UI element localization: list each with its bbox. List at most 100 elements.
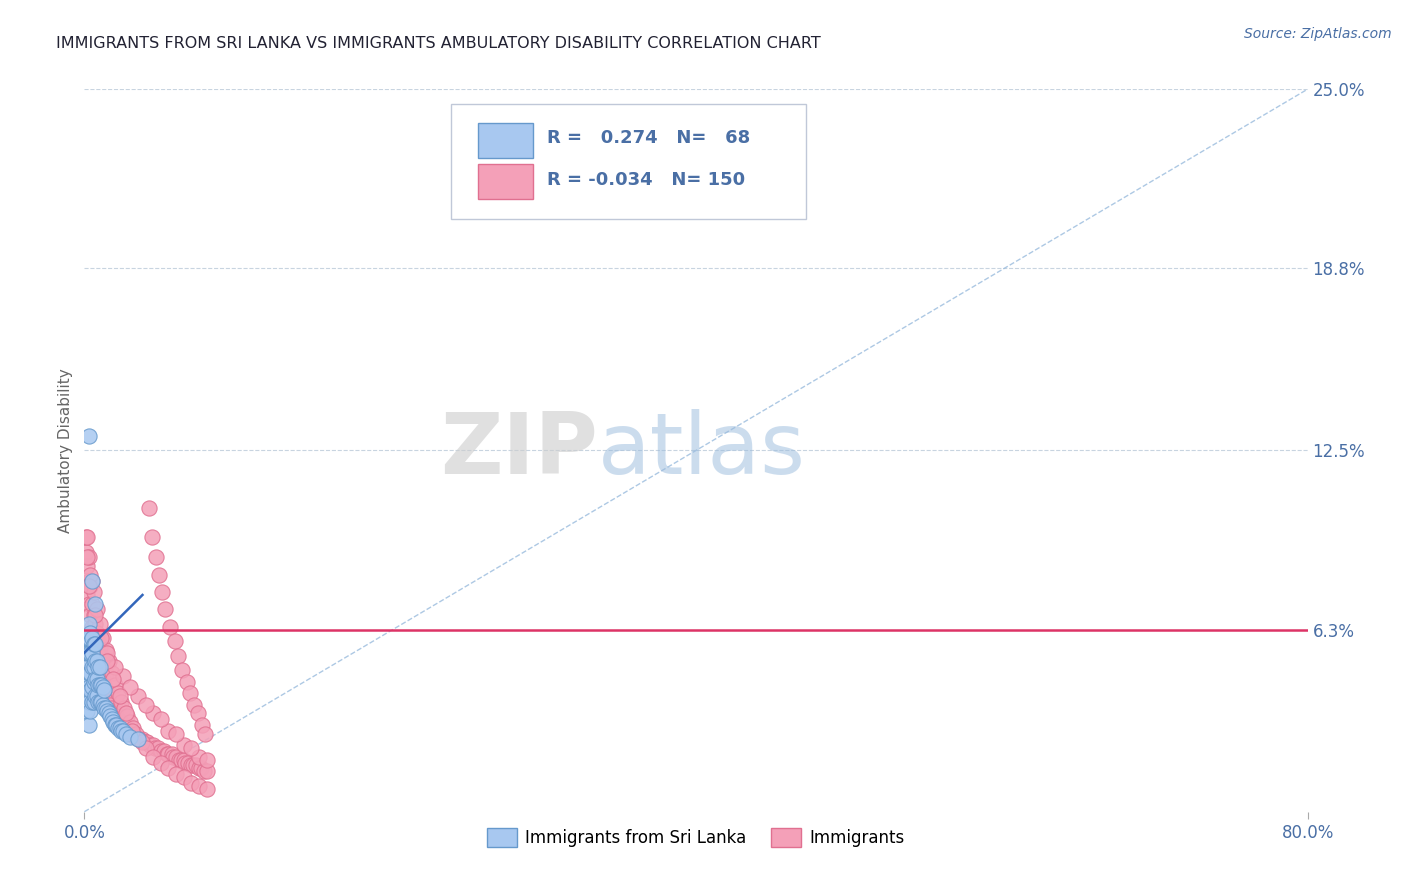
Point <box>128 732 150 747</box>
Point <box>103 704 125 718</box>
Point <box>157 723 180 738</box>
Point <box>76 550 98 565</box>
Point <box>84 637 107 651</box>
Point <box>79 704 101 718</box>
Point <box>149 712 172 726</box>
Point <box>177 756 200 770</box>
Point <box>76 530 98 544</box>
Point <box>120 727 142 741</box>
Point <box>173 770 195 784</box>
Point <box>80 695 103 709</box>
Point <box>188 779 211 793</box>
Point <box>131 732 153 747</box>
Point <box>172 663 194 677</box>
Point <box>96 655 118 669</box>
Point <box>91 655 114 669</box>
Point <box>110 695 132 709</box>
Point <box>104 706 127 721</box>
Point <box>180 776 202 790</box>
Point <box>87 655 110 669</box>
Point <box>107 721 129 735</box>
Point <box>87 660 110 674</box>
Point <box>84 608 107 623</box>
Point <box>148 567 170 582</box>
Point <box>77 597 100 611</box>
Point <box>127 689 149 703</box>
Point <box>94 683 117 698</box>
Point <box>149 756 172 770</box>
Point <box>138 501 160 516</box>
Point <box>77 665 100 680</box>
Point <box>84 637 107 651</box>
Point <box>101 665 124 680</box>
Point <box>174 756 197 770</box>
Point <box>135 698 157 712</box>
Text: IMMIGRANTS FROM SRI LANKA VS IMMIGRANTS AMBULATORY DISABILITY CORRELATION CHART: IMMIGRANTS FROM SRI LANKA VS IMMIGRANTS … <box>56 36 821 51</box>
Point <box>180 741 202 756</box>
Point <box>75 674 97 689</box>
Point <box>87 695 110 709</box>
Point <box>80 574 103 588</box>
Point <box>83 695 105 709</box>
Point <box>195 753 218 767</box>
Point <box>157 761 180 775</box>
Point <box>96 704 118 718</box>
Point <box>84 689 107 703</box>
Point <box>110 723 132 738</box>
Point <box>80 681 103 695</box>
Point <box>166 648 188 663</box>
Point <box>89 616 111 631</box>
Point <box>97 706 120 721</box>
Point <box>162 749 184 764</box>
Point <box>160 747 183 761</box>
Point <box>77 718 100 732</box>
Point <box>142 738 165 752</box>
Point <box>79 579 101 593</box>
Point <box>79 646 101 660</box>
Point <box>190 761 212 775</box>
Point <box>87 677 110 691</box>
Point <box>84 655 107 669</box>
Point <box>83 674 105 689</box>
Point <box>76 646 98 660</box>
Point <box>105 709 128 723</box>
Text: ZIP: ZIP <box>440 409 598 492</box>
Point <box>142 706 165 721</box>
Point <box>183 698 205 712</box>
Point <box>120 715 142 730</box>
Point <box>94 665 117 680</box>
Point <box>170 753 193 767</box>
Point <box>90 677 112 691</box>
Text: Source: ZipAtlas.com: Source: ZipAtlas.com <box>1244 27 1392 41</box>
Point <box>80 660 103 674</box>
Point <box>96 646 118 660</box>
Point <box>75 544 97 558</box>
Point <box>173 753 195 767</box>
Point <box>165 727 187 741</box>
Point <box>108 715 131 730</box>
Point <box>103 715 125 730</box>
Point <box>125 727 148 741</box>
Point <box>165 749 187 764</box>
Point <box>180 758 202 772</box>
Point <box>98 709 121 723</box>
Point <box>84 672 107 686</box>
Point <box>167 753 190 767</box>
Point <box>76 674 98 689</box>
Point <box>120 681 142 695</box>
Point <box>122 721 145 735</box>
Point <box>80 632 103 646</box>
Point <box>89 660 111 674</box>
Point <box>86 646 108 660</box>
Point <box>84 597 107 611</box>
Point <box>97 655 120 669</box>
Text: R = -0.034   N= 150: R = -0.034 N= 150 <box>547 170 745 188</box>
Point <box>86 602 108 616</box>
Point <box>110 715 132 730</box>
Point <box>101 712 124 726</box>
Point <box>75 632 97 646</box>
Point <box>104 718 127 732</box>
Legend: Immigrants from Sri Lanka, Immigrants: Immigrants from Sri Lanka, Immigrants <box>481 822 911 854</box>
Point <box>91 672 114 686</box>
Text: atlas: atlas <box>598 409 806 492</box>
